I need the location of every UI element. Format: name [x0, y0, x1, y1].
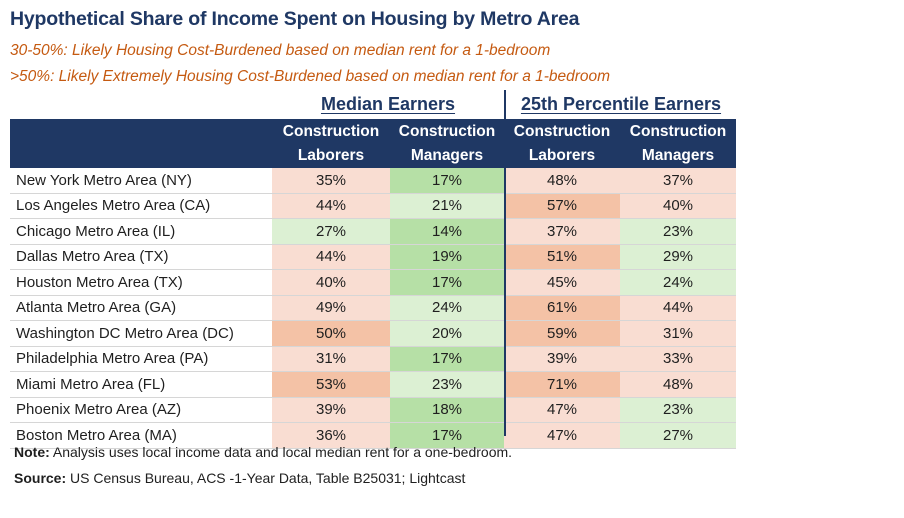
value-cell: 20% — [390, 320, 504, 347]
value-cell: 47% — [504, 422, 620, 449]
value-cell: 21% — [390, 193, 504, 219]
column-header-p25-managers: Construction Managers — [620, 119, 736, 168]
column-header-line1: Construction — [398, 122, 496, 140]
header-metro-blank — [10, 119, 272, 168]
value-cell: 31% — [272, 346, 390, 372]
metro-name-cell: Houston Metro Area (TX) — [10, 269, 272, 296]
note-label: Note: — [14, 444, 50, 460]
value-cell: 31% — [620, 320, 736, 347]
value-cell: 40% — [272, 269, 390, 296]
column-header-line2: Laborers — [528, 146, 596, 164]
column-header-line2: Laborers — [297, 146, 365, 164]
table-row: Washington DC Metro Area (DC) 50% 20% 59% 31… — [10, 320, 736, 347]
column-header-line1: Construction — [629, 122, 727, 140]
group-header-median-earners: Median Earners — [320, 94, 456, 114]
table-row: Phoenix Metro Area (AZ) 39% 18% 47% 23% — [10, 397, 736, 423]
value-cell: 35% — [272, 168, 390, 194]
value-cell: 48% — [620, 371, 736, 398]
value-cell: 33% — [620, 346, 736, 372]
column-header-median-managers: Construction Managers — [390, 119, 504, 168]
table-header-row: Construction Laborers Construction Manager… — [10, 119, 736, 168]
value-cell: 17% — [390, 168, 504, 194]
source-text: US Census Bureau, ACS -1-Year Data, Tabl… — [66, 470, 466, 486]
metro-name-cell: Washington DC Metro Area (DC) — [10, 320, 272, 347]
source-line: Source: US Census Bureau, ACS -1-Year Da… — [14, 470, 465, 486]
metro-name-cell: Chicago Metro Area (IL) — [10, 218, 272, 245]
column-header-line2: Managers — [641, 146, 715, 164]
value-cell: 14% — [390, 218, 504, 245]
value-cell: 51% — [504, 244, 620, 270]
value-cell: 39% — [272, 397, 390, 423]
page-title: Hypothetical Share of Income Spent on Ho… — [10, 8, 580, 30]
value-cell: 17% — [390, 269, 504, 296]
metro-name-cell: Atlanta Metro Area (GA) — [10, 295, 272, 321]
source-label: Source: — [14, 470, 67, 486]
value-cell: 59% — [504, 320, 620, 347]
table-body: New York Metro Area (NY) 35% 17% 48% 37% Los … — [10, 168, 736, 449]
value-cell: 57% — [504, 193, 620, 219]
column-header-median-laborers: Construction Laborers — [272, 119, 390, 168]
metro-name-cell: Boston Metro Area (MA) — [10, 422, 272, 449]
value-cell: 29% — [620, 244, 736, 270]
value-cell: 36% — [272, 422, 390, 449]
value-cell: 37% — [504, 218, 620, 245]
table-row: Chicago Metro Area (IL) 27% 14% 37% 23% — [10, 218, 736, 245]
value-cell: 18% — [390, 397, 504, 423]
table-row: Atlanta Metro Area (GA) 49% 24% 61% 44% — [10, 295, 736, 321]
group-divider-line — [504, 90, 506, 436]
value-cell: 49% — [272, 295, 390, 321]
value-cell: 19% — [390, 244, 504, 270]
value-cell: 44% — [272, 244, 390, 270]
table-row: Miami Metro Area (FL) 53% 23% 71% 48% — [10, 371, 736, 398]
metro-name-cell: Phoenix Metro Area (AZ) — [10, 397, 272, 423]
column-header-line1: Construction — [513, 122, 611, 140]
note-text: Analysis uses local income data and loca… — [49, 444, 513, 460]
value-cell: 23% — [620, 397, 736, 423]
value-cell: 44% — [272, 193, 390, 219]
value-cell: 24% — [390, 295, 504, 321]
legend-extremely-cost-burdened: >50%: Likely Extremely Housing Cost-Burd… — [10, 68, 611, 85]
value-cell: 37% — [620, 168, 736, 194]
value-cell: 45% — [504, 269, 620, 296]
column-header-line1: Construction — [282, 122, 380, 140]
value-cell: 61% — [504, 295, 620, 321]
legend-cost-burdened: 30-50%: Likely Housing Cost-Burdened bas… — [10, 42, 551, 59]
value-cell: 39% — [504, 346, 620, 372]
metro-name-cell: Los Angeles Metro Area (CA) — [10, 193, 272, 219]
table-row: Houston Metro Area (TX) 40% 17% 45% 24% — [10, 269, 736, 296]
metro-name-cell: New York Metro Area (NY) — [10, 168, 272, 194]
value-cell: 50% — [272, 320, 390, 347]
group-header-25th-percentile-earners: 25th Percentile Earners — [520, 94, 722, 114]
table-row: Boston Metro Area (MA) 36% 17% 47% 27% — [10, 422, 736, 449]
value-cell: 23% — [390, 371, 504, 398]
value-cell: 53% — [272, 371, 390, 398]
metro-name-cell: Dallas Metro Area (TX) — [10, 244, 272, 270]
value-cell: 71% — [504, 371, 620, 398]
table-row: Philadelphia Metro Area (PA) 31% 17% 39% 33% — [10, 346, 736, 372]
table-row: Los Angeles Metro Area (CA) 44% 21% 57% 40% — [10, 193, 736, 219]
table-row: New York Metro Area (NY) 35% 17% 48% 37% — [10, 168, 736, 194]
metro-name-cell: Miami Metro Area (FL) — [10, 371, 272, 398]
value-cell: 27% — [272, 218, 390, 245]
column-header-p25-laborers: Construction Laborers — [504, 119, 620, 168]
value-cell: 27% — [620, 422, 736, 449]
value-cell: 17% — [390, 422, 504, 449]
housing-share-table: Construction Laborers Construction Manager… — [10, 119, 736, 449]
value-cell: 47% — [504, 397, 620, 423]
value-cell: 48% — [504, 168, 620, 194]
table-row: Dallas Metro Area (TX) 44% 19% 51% 29% — [10, 244, 736, 270]
value-cell: 40% — [620, 193, 736, 219]
note-line: Note: Analysis uses local income data an… — [14, 444, 512, 460]
value-cell: 17% — [390, 346, 504, 372]
value-cell: 23% — [620, 218, 736, 245]
column-header-line2: Managers — [410, 146, 484, 164]
value-cell: 44% — [620, 295, 736, 321]
metro-name-cell: Philadelphia Metro Area (PA) — [10, 346, 272, 372]
value-cell: 24% — [620, 269, 736, 296]
